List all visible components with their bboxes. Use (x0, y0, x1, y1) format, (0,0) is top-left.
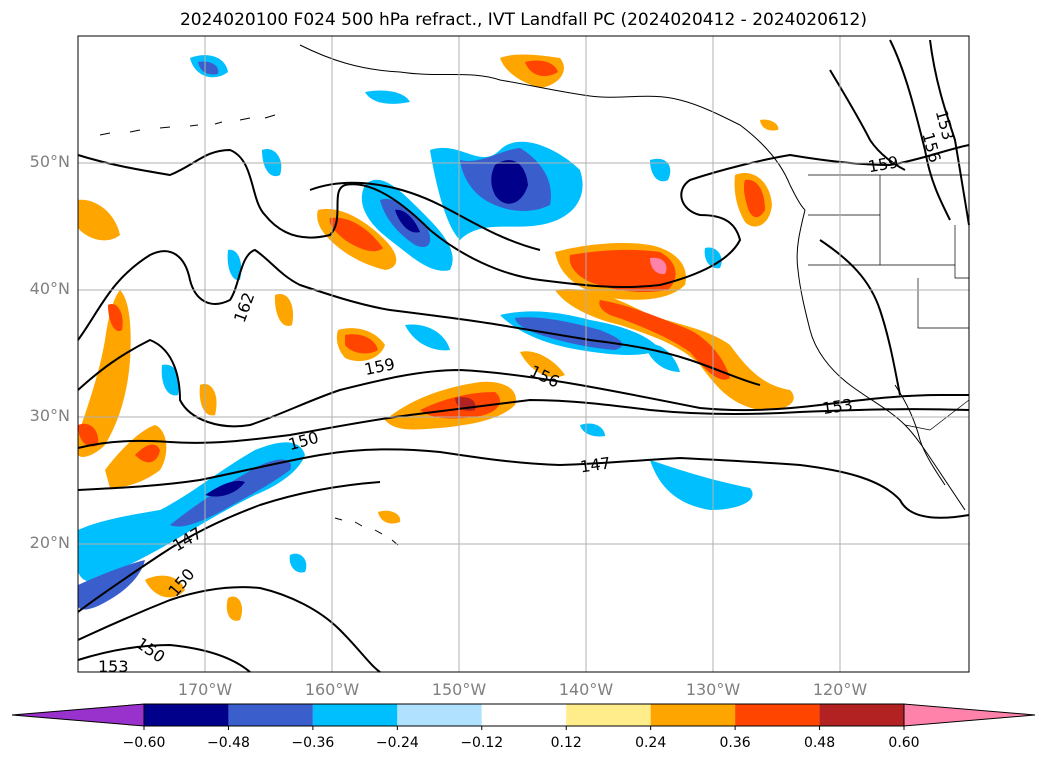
positive-anomaly-region (650, 257, 667, 275)
baja-coastline (894, 384, 946, 486)
height-contour (77, 481, 381, 613)
contour-label: 153 (821, 395, 854, 418)
positive-anomaly-region (226, 596, 243, 621)
positive-anomaly-region (569, 249, 676, 293)
negative-anomaly-region (227, 249, 242, 281)
positive-anomaly-region (520, 351, 565, 378)
height-contour (77, 248, 761, 386)
height-contour (889, 39, 951, 221)
colorbar-bin (312, 704, 398, 726)
colorbar-tick-label: −0.36 (291, 735, 335, 751)
negative-anomaly-region (491, 160, 528, 204)
lat-label-30n: 30°N (29, 406, 70, 425)
height-contour (309, 181, 541, 251)
negative-anomaly-region (289, 553, 307, 573)
hawaii-islands (334, 517, 399, 546)
aleutian-islands (99, 114, 276, 136)
negative-anomaly-region (161, 364, 180, 396)
positive-anomaly-region (345, 334, 378, 354)
colorbar-tick-label: −0.12 (460, 735, 504, 751)
map-frame (77, 35, 970, 673)
lon-label-120w: 120°W (812, 680, 868, 699)
lat-label-40n: 40°N (29, 279, 70, 298)
colorbar-bin (228, 704, 313, 726)
height-contour (77, 338, 969, 428)
negative-anomaly-region (405, 324, 450, 351)
positive-anomaly-region (78, 423, 99, 447)
colorbar-tick-label: −0.48 (206, 735, 250, 751)
height-contour (929, 39, 970, 226)
lon-label-160w: 160°W (304, 680, 360, 699)
colorbar-bin (144, 704, 229, 726)
height-contour (77, 398, 970, 449)
height-contour (829, 69, 906, 171)
colorbar-tick-label: 0.24 (635, 735, 667, 751)
height-contour (77, 144, 970, 289)
positive-anomaly-region (145, 575, 185, 598)
colorbar-tick-label: −0.24 (375, 735, 419, 751)
negative-anomaly-region (365, 90, 410, 104)
colorbar-bin (650, 704, 736, 726)
positive-anomaly-region (378, 510, 401, 524)
contour-label: 153 (98, 657, 129, 676)
positive-anomaly-region (743, 179, 765, 218)
lat-label-50n: 50°N (29, 152, 70, 171)
positive-anomaly-region (555, 289, 794, 411)
height-contour (77, 448, 970, 519)
north-america-coastline (796, 209, 966, 511)
colorbar-bin (819, 704, 904, 726)
alaska-coastline (299, 44, 806, 211)
positive-anomaly-region (274, 294, 294, 326)
positive-anomaly-region (599, 300, 730, 380)
height-contour (77, 586, 381, 673)
negative-anomaly-region (78, 560, 145, 610)
colorbar-extend-low (11, 703, 145, 727)
colorbar-bin (735, 704, 820, 726)
positive-anomaly-region (329, 217, 383, 252)
colorbar-tick-label: 0.48 (803, 735, 836, 751)
positive-anomaly-region (78, 290, 131, 457)
colorbar-extend-high (903, 703, 1036, 727)
positive-anomaly-region (525, 60, 558, 77)
lat-label-20n: 20°N (29, 533, 70, 552)
colorbar-bin (481, 704, 567, 726)
positive-anomaly-region (108, 304, 123, 332)
height-contour-layer (77, 39, 970, 673)
positive-anomaly-region (78, 199, 120, 241)
coastline-layer (99, 44, 966, 546)
height-contour (77, 643, 251, 673)
negative-anomaly-region (650, 158, 671, 182)
colorbar (11, 703, 1036, 730)
colorbar-tick-label: 0.36 (719, 735, 751, 751)
height-contour (819, 239, 901, 396)
colorbar-frame (143, 703, 905, 727)
map-title: 2024020100 F024 500 hPa refract., IVT La… (179, 10, 867, 30)
colorbar-tick-label: 0.12 (550, 735, 582, 751)
negative-anomaly-region (205, 480, 245, 497)
colorbar-bin (397, 704, 482, 726)
colorbar-bin (566, 704, 651, 726)
positive-anomaly-region (760, 119, 779, 131)
negative-anomaly-region (650, 460, 753, 510)
negative-anomaly-region (198, 61, 219, 75)
contour-label: 147 (579, 453, 612, 476)
negative-anomaly-region (395, 209, 420, 233)
lon-label-140w: 140°W (558, 680, 614, 699)
lon-label-130w: 130°W (685, 680, 741, 699)
positive-anomaly-region (199, 384, 217, 416)
positive-anomaly-region (135, 444, 160, 463)
negative-anomaly-region (515, 317, 623, 350)
state-boundaries (808, 175, 969, 329)
lon-label-150w: 150°W (431, 680, 487, 699)
graticule (78, 36, 969, 672)
lon-label-170w: 170°W (177, 680, 233, 699)
refractivity-fill-layer (78, 54, 794, 621)
colorbar-tick-label: 0.60 (888, 735, 920, 751)
colorbar-tick-label: −0.60 (122, 735, 166, 751)
